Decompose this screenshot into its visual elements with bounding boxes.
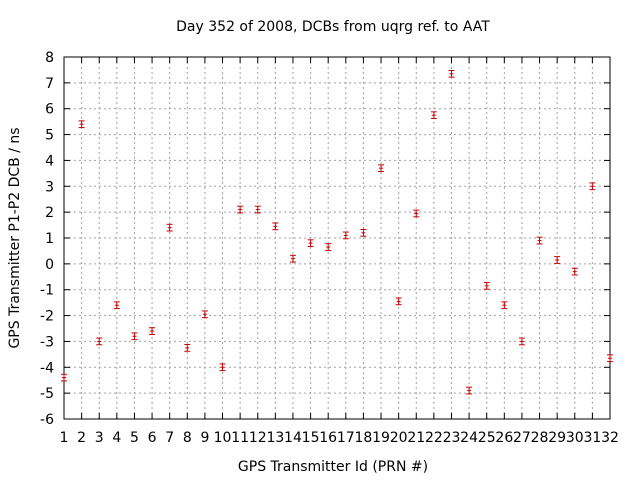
- x-tick-label: 32: [601, 430, 619, 446]
- x-axis-label: GPS Transmitter Id (PRN #): [238, 459, 428, 475]
- data-point: [149, 327, 156, 335]
- x-tick-label: 15: [302, 430, 320, 446]
- data-point: [518, 337, 525, 346]
- x-tick-label: 6: [148, 430, 157, 446]
- x-tick-label: 5: [130, 430, 139, 446]
- y-tick-label: 3: [45, 179, 54, 195]
- data-point: [96, 337, 103, 346]
- data-point: [307, 239, 314, 248]
- y-tick-label: -6: [40, 412, 54, 428]
- data-point: [501, 301, 508, 310]
- chart-title: Day 352 of 2008, DCBs from uqrg ref. to …: [176, 19, 490, 35]
- x-tick-label: 24: [460, 430, 478, 446]
- data-point: [378, 164, 385, 173]
- x-tick-label: 9: [200, 430, 209, 446]
- data-point: [360, 228, 367, 237]
- x-tick-label: 8: [183, 430, 192, 446]
- data-point: [201, 310, 208, 319]
- x-tick-label: 2: [77, 430, 86, 446]
- data-point: [466, 386, 473, 395]
- data-point: [184, 344, 191, 352]
- x-tick-label: 13: [266, 430, 284, 446]
- x-tick-label: 18: [355, 430, 373, 446]
- data-point: [589, 182, 596, 191]
- data-point: [536, 236, 543, 245]
- data-point: [131, 332, 138, 341]
- y-tick-label: -5: [40, 386, 54, 402]
- y-tick-label: 5: [45, 128, 54, 144]
- y-tick-label: -2: [40, 309, 54, 325]
- data-point: [61, 373, 67, 382]
- x-tick-label: 3: [95, 430, 104, 446]
- x-tick-label: 11: [231, 430, 249, 446]
- data-point: [483, 281, 490, 290]
- data-point: [342, 231, 349, 240]
- x-tick-label: 21: [407, 430, 425, 446]
- x-tick-label: 22: [425, 430, 443, 446]
- data-points: [61, 69, 613, 395]
- data-point: [325, 243, 332, 251]
- data-point: [113, 301, 120, 310]
- x-tick-label: 29: [548, 430, 566, 446]
- x-tick-label: 10: [214, 430, 232, 446]
- data-point: [219, 363, 226, 372]
- x-tick-label: 23: [443, 430, 461, 446]
- data-point: [554, 256, 561, 264]
- x-tick-label: 20: [390, 430, 408, 446]
- y-tick-label: 2: [45, 205, 54, 221]
- data-point: [289, 254, 296, 263]
- y-tick-label: 8: [45, 50, 54, 66]
- y-tick-label: 6: [45, 102, 54, 118]
- x-tick-label: 17: [337, 430, 355, 446]
- x-tick-label: 28: [531, 430, 549, 446]
- y-tick-label: 7: [45, 76, 54, 92]
- x-tick-label: 14: [284, 430, 302, 446]
- x-tick-label: 25: [478, 430, 496, 446]
- data-point: [395, 297, 402, 306]
- x-axis-ticks: 1 2 3 4 5 6 7 8 9 10 11 12 13 14 15 16 17 18 19 20 21 22 23 24 2…: [60, 57, 619, 446]
- y-tick-label: -4: [40, 360, 54, 376]
- data-point: [607, 354, 613, 363]
- grid-lines: [64, 57, 610, 419]
- data-point: [254, 205, 261, 214]
- data-point: [430, 111, 437, 120]
- y-tick-label: 4: [45, 153, 54, 169]
- x-tick-label: 1: [60, 430, 69, 446]
- data-point: [571, 267, 578, 276]
- y-tick-label: 1: [45, 231, 54, 247]
- x-tick-label: 12: [249, 430, 267, 446]
- data-point: [237, 205, 244, 214]
- y-axis-label: GPS Transmitter P1-P2 DCB / ns: [7, 127, 23, 348]
- x-tick-label: 27: [513, 430, 531, 446]
- data-point: [78, 120, 85, 129]
- y-tick-label: -3: [40, 334, 54, 350]
- x-tick-label: 31: [583, 430, 601, 446]
- x-tick-label: 30: [566, 430, 584, 446]
- x-tick-label: 19: [372, 430, 390, 446]
- x-tick-label: 4: [112, 430, 121, 446]
- y-tick-label: 0: [45, 257, 54, 273]
- x-tick-label: 16: [319, 430, 337, 446]
- data-point: [166, 223, 173, 232]
- x-tick-label: 26: [495, 430, 513, 446]
- y-axis-ticks: -6 -5 -4 -3 -2 -1 0 1 2 3 4 5 6 7 8: [40, 50, 610, 428]
- y-tick-label: -1: [40, 283, 54, 299]
- data-point: [272, 222, 279, 231]
- data-point: [448, 69, 455, 78]
- x-tick-label: 7: [165, 430, 174, 446]
- data-point: [413, 209, 420, 218]
